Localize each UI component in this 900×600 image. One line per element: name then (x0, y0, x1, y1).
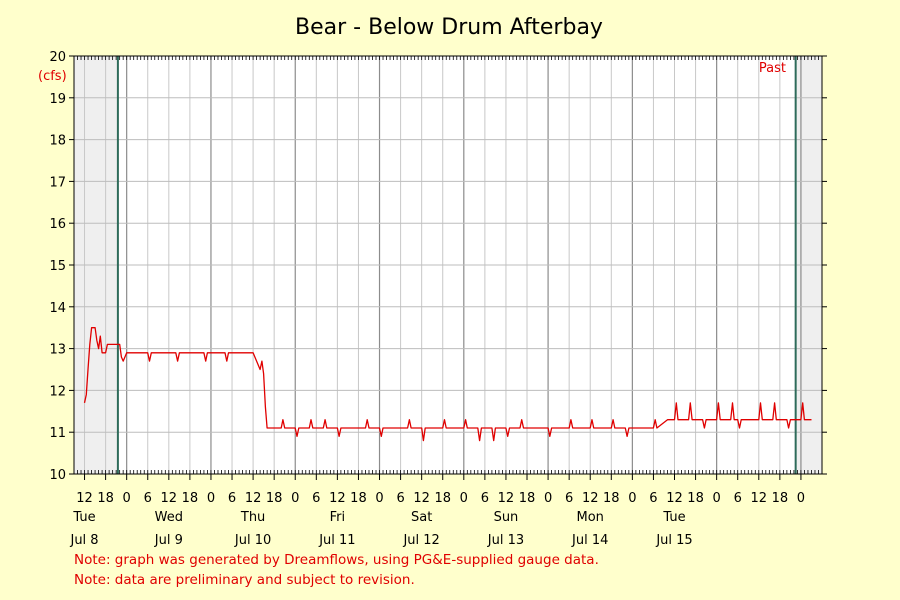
y-tick-label: 17 (49, 175, 66, 190)
date-label: Jul 15 (655, 533, 692, 548)
x-tick-label: 0 (291, 491, 299, 506)
note-data-source: Note: graph was generated by Dreamflows,… (74, 552, 599, 568)
y-tick-label: 20 (49, 50, 66, 65)
x-tick-label: 6 (734, 491, 742, 506)
x-tick-label: 18 (266, 491, 283, 506)
y-tick-label: 12 (49, 384, 66, 399)
x-tick-label: 18 (519, 491, 536, 506)
day-label: Fri (330, 510, 346, 525)
x-tick-label: 6 (312, 491, 320, 506)
x-tick-label: 0 (460, 491, 468, 506)
x-tick-label: 18 (772, 491, 789, 506)
x-tick-label: 0 (123, 491, 131, 506)
x-tick-label: 12 (666, 491, 683, 506)
x-tick-label: 12 (329, 491, 346, 506)
x-tick-label: 0 (713, 491, 721, 506)
date-label: Jul 10 (234, 533, 271, 548)
x-tick-label: 6 (481, 491, 489, 506)
x-tick-label: 0 (544, 491, 552, 506)
chart-title: Bear - Below Drum Afterbay (295, 15, 603, 40)
past-marker-label: Past (759, 61, 786, 76)
x-tick-label: 18 (182, 491, 199, 506)
x-tick-label: 12 (498, 491, 515, 506)
y-tick-label: 13 (49, 343, 66, 358)
y-tick-label: 18 (49, 134, 66, 149)
x-tick-label: 6 (649, 491, 657, 506)
x-tick-label: 6 (228, 491, 236, 506)
day-label: Sun (494, 510, 519, 525)
x-tick-label: 12 (161, 491, 178, 506)
note-preliminary: Note: data are preliminary and subject t… (74, 572, 415, 588)
day-label: Thu (240, 510, 265, 525)
x-tick-label: 12 (245, 491, 262, 506)
y-tick-label: 19 (49, 92, 66, 107)
x-tick-label: 0 (628, 491, 636, 506)
y-tick-label: 10 (49, 468, 66, 483)
x-tick-label: 12 (751, 491, 768, 506)
day-label: Tue (662, 510, 685, 525)
x-tick-label: 18 (687, 491, 704, 506)
y-axis-label: (cfs) (38, 69, 67, 84)
day-label: Mon (577, 510, 604, 525)
x-tick-label: 0 (375, 491, 383, 506)
date-label: Jul 8 (69, 533, 98, 548)
date-label: Jul 11 (318, 533, 355, 548)
day-label: Tue (72, 510, 95, 525)
day-label: Wed (155, 510, 183, 525)
x-tick-label: 6 (144, 491, 152, 506)
flow-series-line (83, 327, 812, 442)
y-tick-label: 15 (49, 259, 66, 274)
date-label: Jul 12 (402, 533, 439, 548)
date-label: Jul 13 (487, 533, 524, 548)
x-tick-label: 0 (207, 491, 215, 506)
date-label: Jul 9 (154, 533, 183, 548)
date-label: Jul 14 (571, 533, 608, 548)
x-tick-label: 18 (350, 491, 367, 506)
y-tick-label: 11 (49, 426, 66, 441)
x-tick-label: 18 (434, 491, 451, 506)
x-tick-label: 6 (565, 491, 573, 506)
x-tick-label: 18 (603, 491, 620, 506)
x-tick-label: 12 (76, 491, 93, 506)
x-tick-label: 18 (97, 491, 114, 506)
x-tick-label: 6 (396, 491, 404, 506)
x-tick-label: 12 (582, 491, 599, 506)
y-tick-label: 14 (49, 301, 66, 316)
x-tick-label: 12 (413, 491, 430, 506)
x-tick-label: 0 (797, 491, 805, 506)
day-label: Sat (411, 510, 432, 525)
y-tick-label: 16 (49, 217, 66, 232)
